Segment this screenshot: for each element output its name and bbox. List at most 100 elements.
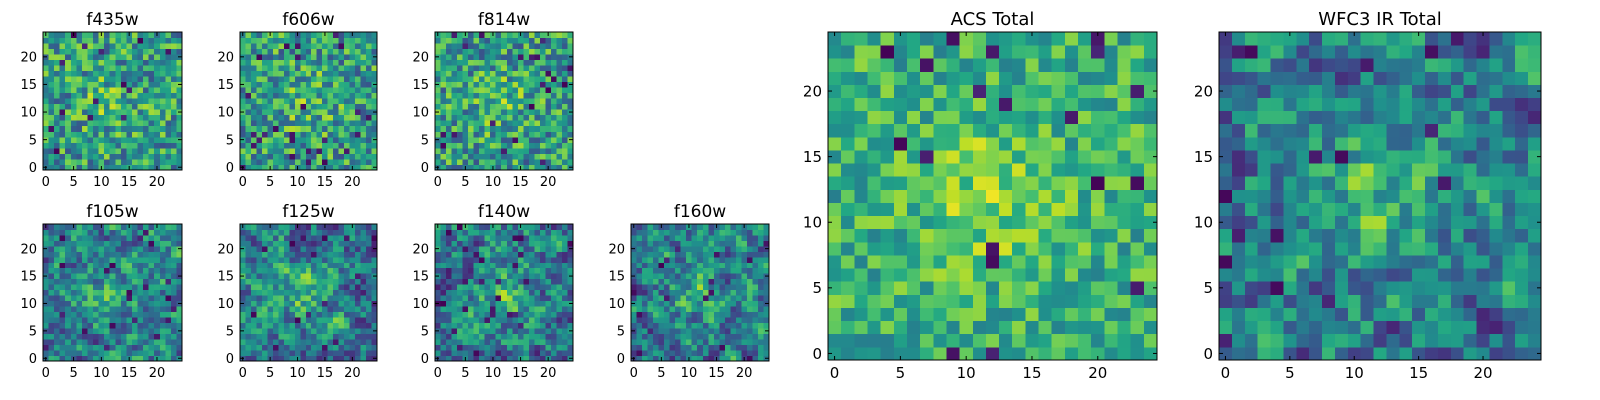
heatmap-cell	[561, 37, 568, 44]
heatmap-cell	[278, 344, 285, 351]
heatmap-cell	[87, 81, 94, 88]
heatmap-cell	[985, 202, 1000, 217]
heatmap-cell	[867, 320, 882, 335]
heatmap-cell	[305, 103, 312, 110]
heatmap-cell	[550, 32, 557, 38]
heatmap-cell	[360, 103, 367, 110]
heatmap-cell	[137, 65, 144, 72]
heatmap-cell	[261, 333, 268, 340]
heatmap-cell	[59, 147, 66, 154]
heatmap-cell	[517, 81, 524, 88]
heatmap-cell	[539, 240, 546, 247]
heatmap-cell	[446, 273, 452, 280]
heatmap-cell	[98, 251, 105, 258]
heatmap-cell	[165, 153, 172, 160]
heatmap-cell	[48, 267, 55, 274]
heatmap-cell	[517, 120, 524, 127]
heatmap-cell	[479, 289, 486, 296]
heatmap-cell	[120, 267, 127, 274]
heatmap-cell	[170, 98, 177, 105]
heatmap-cell	[316, 59, 323, 66]
heatmap-cell	[517, 153, 524, 160]
heatmap-cell	[93, 142, 99, 149]
heatmap-cell	[109, 153, 116, 160]
heatmap-cell	[1051, 333, 1066, 348]
heatmap-cell	[763, 339, 770, 345]
heatmap-cell	[534, 278, 541, 285]
heatmap-cell	[338, 65, 345, 72]
heatmap-cell	[143, 284, 150, 291]
heatmap-cell	[261, 43, 268, 49]
heatmap-cell	[349, 350, 356, 356]
heatmap-cell	[457, 344, 463, 351]
heatmap-cell	[501, 54, 508, 60]
heatmap-cell	[691, 262, 698, 269]
heatmap-cell	[446, 65, 452, 72]
heatmap-cell	[906, 150, 921, 164]
heatmap-cell	[828, 176, 842, 190]
heatmap-cell	[653, 256, 659, 263]
heatmap-cell	[462, 103, 469, 110]
heatmap-cell	[468, 262, 475, 269]
heatmap-cell	[338, 273, 345, 280]
heatmap-cell	[1104, 268, 1118, 282]
heatmap-cell	[120, 131, 127, 138]
heatmap-cell	[371, 76, 378, 83]
heatmap-cell	[245, 224, 252, 230]
heatmap-cell	[550, 273, 557, 280]
heatmap-cell	[240, 65, 246, 72]
heatmap-cell	[440, 284, 447, 291]
heatmap-cell	[669, 234, 676, 241]
heatmap-cell	[250, 109, 257, 116]
heatmap-cell	[104, 114, 111, 121]
heatmap-cell	[154, 142, 161, 149]
heatmap-cell	[76, 142, 83, 149]
heatmap-cell	[289, 333, 296, 340]
heatmap-cell	[349, 125, 356, 132]
heatmap-cell	[462, 278, 469, 285]
heatmap-cell	[305, 76, 312, 83]
heatmap-cell	[338, 240, 345, 247]
heatmap-cell	[642, 234, 648, 241]
heatmap-cell	[653, 289, 659, 296]
heatmap-cell	[176, 103, 183, 110]
heatmap-cell	[647, 355, 654, 362]
heatmap-cell	[131, 278, 138, 285]
heatmap-cell	[115, 92, 122, 99]
heatmap-cell	[322, 147, 329, 154]
heatmap-cell	[752, 306, 759, 313]
heatmap-cell	[446, 278, 452, 285]
heatmap-cell	[131, 350, 138, 356]
heatmap-cell	[490, 120, 497, 127]
heatmap-cell	[245, 37, 252, 44]
heatmap-cell	[512, 109, 519, 116]
heatmap-cell	[550, 240, 557, 247]
heatmap-cell	[1064, 294, 1079, 308]
heatmap-cell	[567, 103, 574, 110]
heatmap-cell	[70, 59, 77, 66]
heatmap-cell	[561, 311, 568, 318]
heatmap-cell	[338, 76, 345, 83]
heatmap-cell	[528, 289, 535, 296]
heatmap-cell	[240, 267, 246, 274]
heatmap-cell	[484, 273, 491, 280]
heatmap-cell	[691, 289, 698, 296]
heatmap-cell	[468, 251, 475, 258]
heatmap-cell	[697, 339, 704, 345]
heatmap-cell	[104, 300, 111, 307]
heatmap-cell	[446, 59, 452, 66]
heatmap-cell	[267, 59, 274, 66]
heatmap-cell	[87, 153, 94, 160]
heatmap-cell	[561, 295, 568, 302]
heatmap-cell	[316, 54, 323, 60]
heatmap-cell	[333, 267, 340, 274]
heatmap-cell	[76, 92, 83, 99]
heatmap-cell	[746, 262, 753, 269]
heatmap-cell	[349, 278, 356, 285]
heatmap-cell	[539, 125, 546, 132]
heatmap-cell	[87, 48, 94, 55]
heatmap-cell	[1051, 268, 1066, 282]
heatmap-cell	[109, 224, 116, 230]
heatmap-cell	[642, 245, 648, 252]
heatmap-cell	[109, 37, 116, 44]
